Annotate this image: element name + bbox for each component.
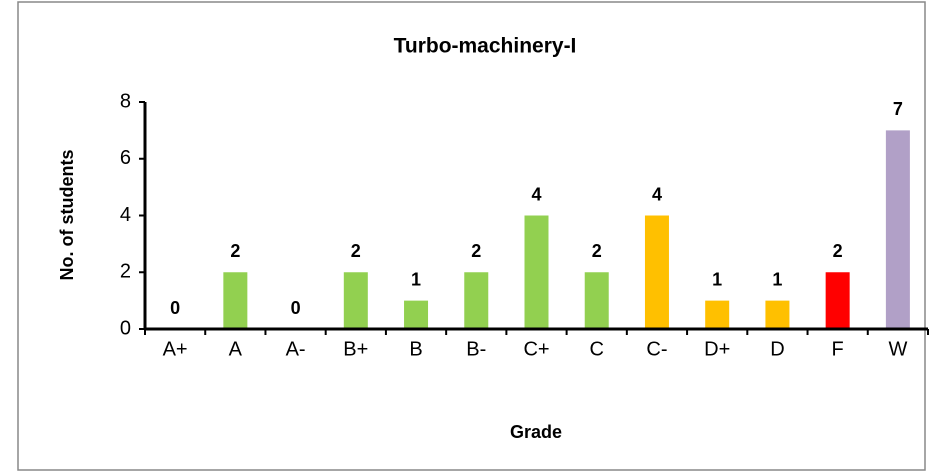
x-tick-label: D xyxy=(770,338,784,360)
x-tick-label: B- xyxy=(466,338,486,360)
x-axis-label: Grade xyxy=(510,422,562,442)
data-label: 2 xyxy=(351,241,361,261)
bar xyxy=(223,272,248,329)
bar xyxy=(524,215,549,329)
data-label: 1 xyxy=(772,269,782,289)
bar xyxy=(705,300,730,329)
data-label: 4 xyxy=(652,184,662,204)
x-tick-label: C xyxy=(590,338,604,360)
chart-title: Turbo-machinery-I xyxy=(394,35,577,58)
bar xyxy=(464,272,489,329)
bar xyxy=(584,272,609,329)
y-tick-label: 2 xyxy=(120,261,131,283)
data-label: 2 xyxy=(471,241,481,261)
bar xyxy=(885,130,910,329)
data-label: 4 xyxy=(531,184,541,204)
data-label: 2 xyxy=(592,241,602,261)
bar xyxy=(343,272,368,329)
data-label: 2 xyxy=(833,241,843,261)
x-tick-label: A xyxy=(229,338,243,360)
bar xyxy=(765,300,790,329)
x-tick-label: C- xyxy=(646,338,667,360)
y-tick-label: 6 xyxy=(120,147,131,169)
x-tick-label: F xyxy=(832,338,844,360)
data-label: 2 xyxy=(230,241,240,261)
bar xyxy=(404,300,429,329)
x-tick-label: B xyxy=(409,338,422,360)
x-tick-label: A- xyxy=(286,338,306,360)
y-axis-label: No. of students xyxy=(57,150,77,281)
data-label: 1 xyxy=(712,269,722,289)
y-tick-label: 8 xyxy=(120,90,131,112)
x-tick-label: B+ xyxy=(343,338,368,360)
x-tick-label: W xyxy=(888,338,907,360)
y-tick-label: 0 xyxy=(120,317,131,339)
bar xyxy=(644,215,669,329)
data-label: 1 xyxy=(411,269,421,289)
x-tick-label: A+ xyxy=(163,338,188,360)
data-label: 0 xyxy=(291,298,301,318)
data-label: 0 xyxy=(170,298,180,318)
x-tick-label: D+ xyxy=(704,338,730,360)
x-tick-label: C+ xyxy=(523,338,549,360)
y-tick-label: 4 xyxy=(120,204,131,226)
bar xyxy=(825,272,850,329)
data-label: 7 xyxy=(893,99,903,119)
chart-border xyxy=(17,1,926,471)
